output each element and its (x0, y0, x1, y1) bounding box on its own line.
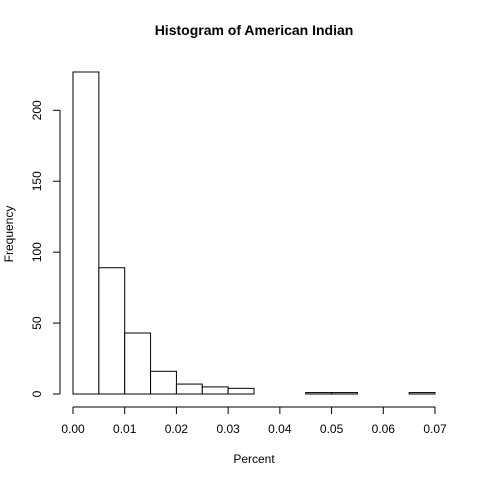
y-tick-label: 150 (30, 171, 44, 191)
y-tick-label: 0 (30, 390, 44, 397)
histogram-bar (150, 370, 177, 395)
histogram-bar (227, 387, 255, 395)
bars-group (72, 71, 436, 395)
histogram-bar (124, 332, 152, 395)
x-tick-label: 0.06 (372, 422, 396, 436)
x-tick-label: 0.02 (165, 422, 189, 436)
x-tick-label: 0.03 (216, 422, 240, 436)
x-tick-label: 0.00 (61, 422, 85, 436)
histogram-bar (175, 383, 203, 395)
histogram-bar (72, 71, 100, 395)
y-axis-label: Frequency (2, 206, 16, 263)
y-axis: 0 50 100 150 200 (30, 100, 61, 397)
x-axis: 0.00 0.01 0.02 0.03 0.04 0.05 0.06 0.07 (61, 406, 447, 436)
y-tick-label: 50 (30, 316, 44, 330)
histogram-bar (331, 392, 358, 395)
x-tick-label: 0.04 (268, 422, 292, 436)
x-axis-label: Percent (233, 452, 275, 466)
chart-title: Histogram of American Indian (155, 22, 354, 38)
y-tick-label: 100 (30, 242, 44, 262)
histogram-bar (98, 267, 126, 395)
x-tick-label: 0.05 (320, 422, 344, 436)
histogram-bar (408, 392, 436, 395)
histogram-bar (305, 392, 333, 395)
x-tick-label: 0.01 (113, 422, 137, 436)
y-tick-label: 200 (30, 100, 44, 120)
x-tick-label: 0.07 (423, 422, 447, 436)
histogram-bar (201, 386, 229, 395)
